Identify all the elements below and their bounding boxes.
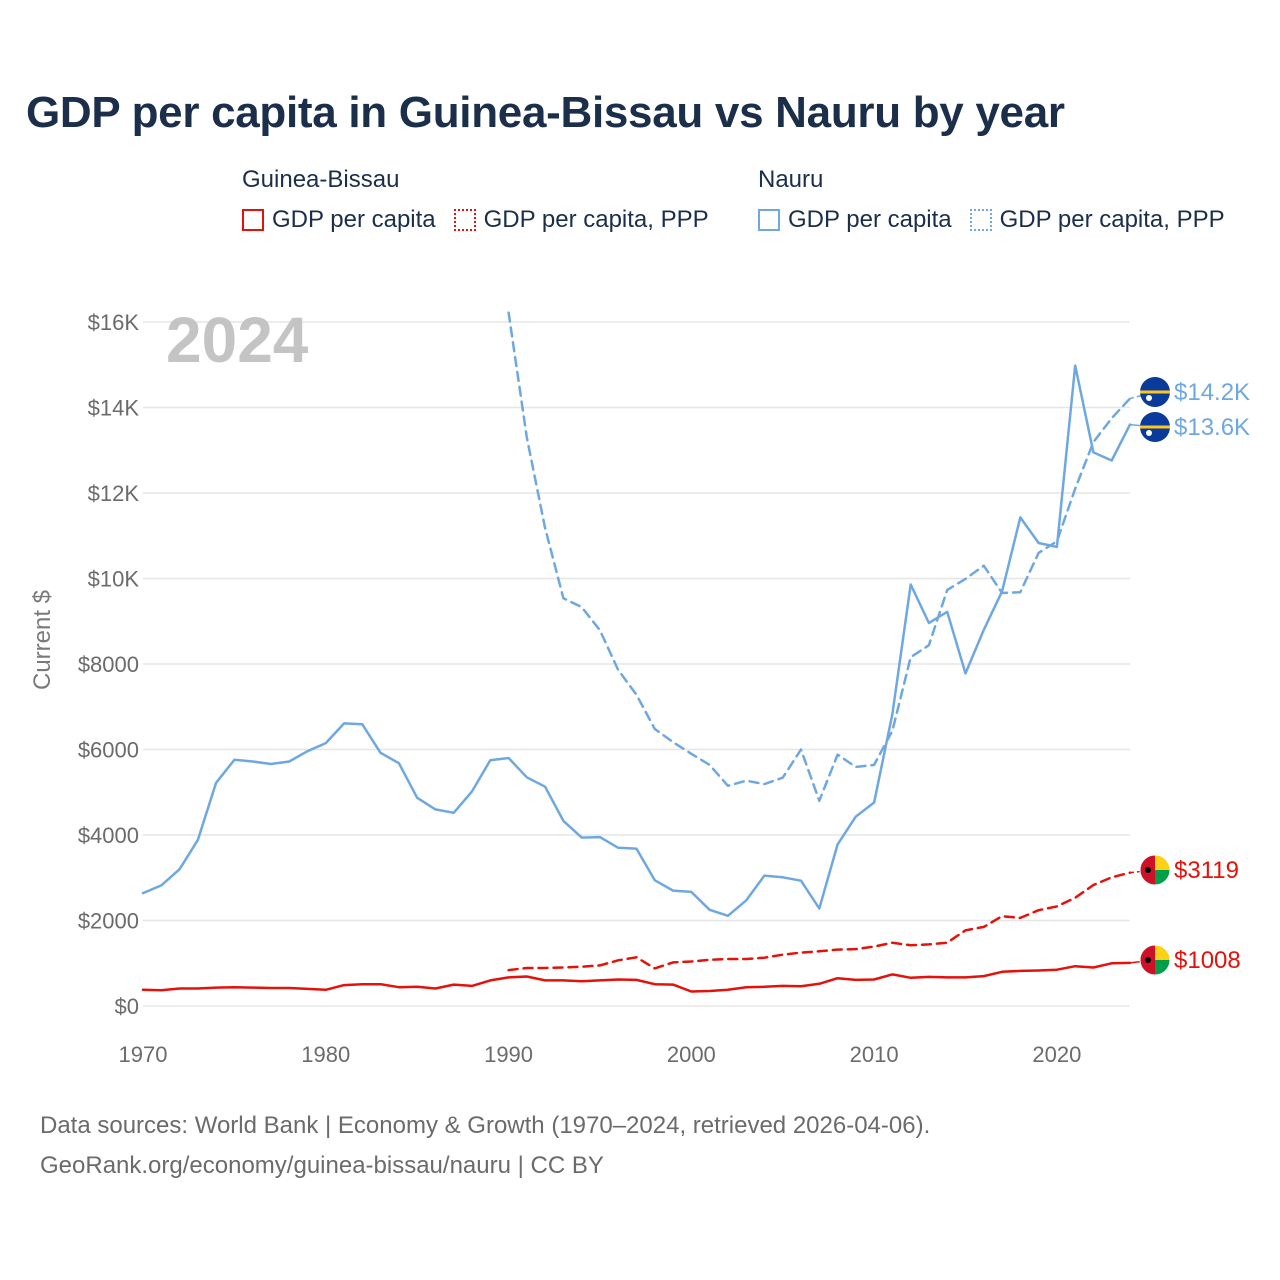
flag-gb-yellow <box>1155 855 1170 870</box>
end-value-label: $13.6K <box>1174 414 1250 441</box>
grid-lines <box>143 321 1130 1007</box>
y-axis-label: Current $ <box>29 590 56 690</box>
legend-label-nauru-ppp: GDP per capita, PPP <box>999 206 1225 233</box>
flag-gb-green <box>1155 870 1170 885</box>
end-markers: $13.6K $14.2K $1008 $3119 <box>1129 377 1250 976</box>
footer: Data sources: World Bank | Economy & Gro… <box>40 1106 930 1186</box>
y-tick-label: $6000 <box>78 738 139 763</box>
footer-sources: Data sources: World Bank | Economy & Gro… <box>40 1112 931 1139</box>
x-tick-label: 1970 <box>119 1042 168 1067</box>
legend-swatch-nauru-gdp <box>758 209 780 231</box>
legend-swatch-nauru-ppp <box>969 209 992 231</box>
end-value-label: $1008 <box>1174 947 1241 974</box>
legend-guinea-bissau: Guinea-Bissau GDP per capita GDP per cap… <box>242 164 727 234</box>
end-value-label: $14.2K <box>1174 379 1250 406</box>
flag-nauru-stripe <box>1140 390 1170 394</box>
series-lines <box>141 311 1132 993</box>
flag-gb-yellow <box>1155 945 1170 960</box>
legend-item-nauru-ppp[interactable]: GDP per capita, PPP <box>969 206 1225 234</box>
flag-gb-outline <box>1139 944 1171 976</box>
series-line-nauru-ppp <box>507 311 1132 803</box>
legend-group-name-guinea-bissau: Guinea-Bissau <box>242 166 400 193</box>
y-tick-label: $14K <box>88 396 140 421</box>
y-axis-ticks: $0 $2000 $4000 $6000 $8000 $10K $12K $14K $16K <box>78 310 140 1019</box>
legend-label-nauru-gdp: GDP per capita <box>788 206 952 233</box>
legend-swatch-guinea-bissau-gdp <box>242 209 264 231</box>
y-tick-label: $8000 <box>78 652 139 677</box>
flag-gb-star <box>1145 957 1151 963</box>
flag-nauru-star <box>1146 395 1152 401</box>
y-tick-label: $4000 <box>78 823 139 848</box>
end-value-label: $3119 <box>1174 857 1239 884</box>
flag-gb-outline <box>1139 854 1171 886</box>
legend-nauru: Nauru GDP per capita GDP per capita, PPP <box>758 164 1243 234</box>
series-line-nauru-gdp <box>141 364 1132 918</box>
legend-swatch-guinea-bissau-ppp <box>453 209 476 231</box>
y-tick-label: $2000 <box>78 909 139 934</box>
x-tick-label: 2020 <box>1032 1042 1081 1067</box>
y-tick-label: $16K <box>88 310 140 335</box>
series-line-guinea-bissau-gdp <box>141 961 1132 993</box>
footer-attribution: GeoRank.org/economy/guinea-bissau/nauru … <box>40 1152 604 1179</box>
legend-item-guinea-bissau-gdp[interactable]: GDP per capita <box>242 206 436 234</box>
flag-nauru-star <box>1146 430 1152 436</box>
flag-gb-green <box>1155 960 1170 975</box>
series-line-guinea-bissau-ppp <box>507 871 1132 972</box>
legend-item-guinea-bissau-ppp[interactable]: GDP per capita, PPP <box>453 206 709 234</box>
flag-gb-star <box>1145 867 1151 873</box>
x-tick-label: 2000 <box>667 1042 716 1067</box>
legend-item-nauru-gdp[interactable]: GDP per capita <box>758 206 952 234</box>
legend-label-guinea-bissau-gdp: GDP per capita <box>272 206 436 233</box>
y-tick-label: $12K <box>88 481 140 506</box>
x-tick-label: 2010 <box>850 1042 899 1067</box>
x-tick-label: 1990 <box>484 1042 533 1067</box>
year-label: 2024 <box>166 304 309 376</box>
y-tick-label: $0 <box>115 994 139 1019</box>
flag-nauru-stripe <box>1140 425 1170 429</box>
chart-title: GDP per capita in Guinea-Bissau vs Nauru… <box>26 88 1065 137</box>
legend-group-name-nauru: Nauru <box>758 166 824 193</box>
x-tick-label: 1980 <box>301 1042 350 1067</box>
legend-label-guinea-bissau-ppp: GDP per capita, PPP <box>483 206 709 233</box>
x-axis-ticks: 1970 1980 1990 2000 2010 2020 <box>119 1042 1082 1067</box>
y-tick-label: $10K <box>88 567 140 592</box>
